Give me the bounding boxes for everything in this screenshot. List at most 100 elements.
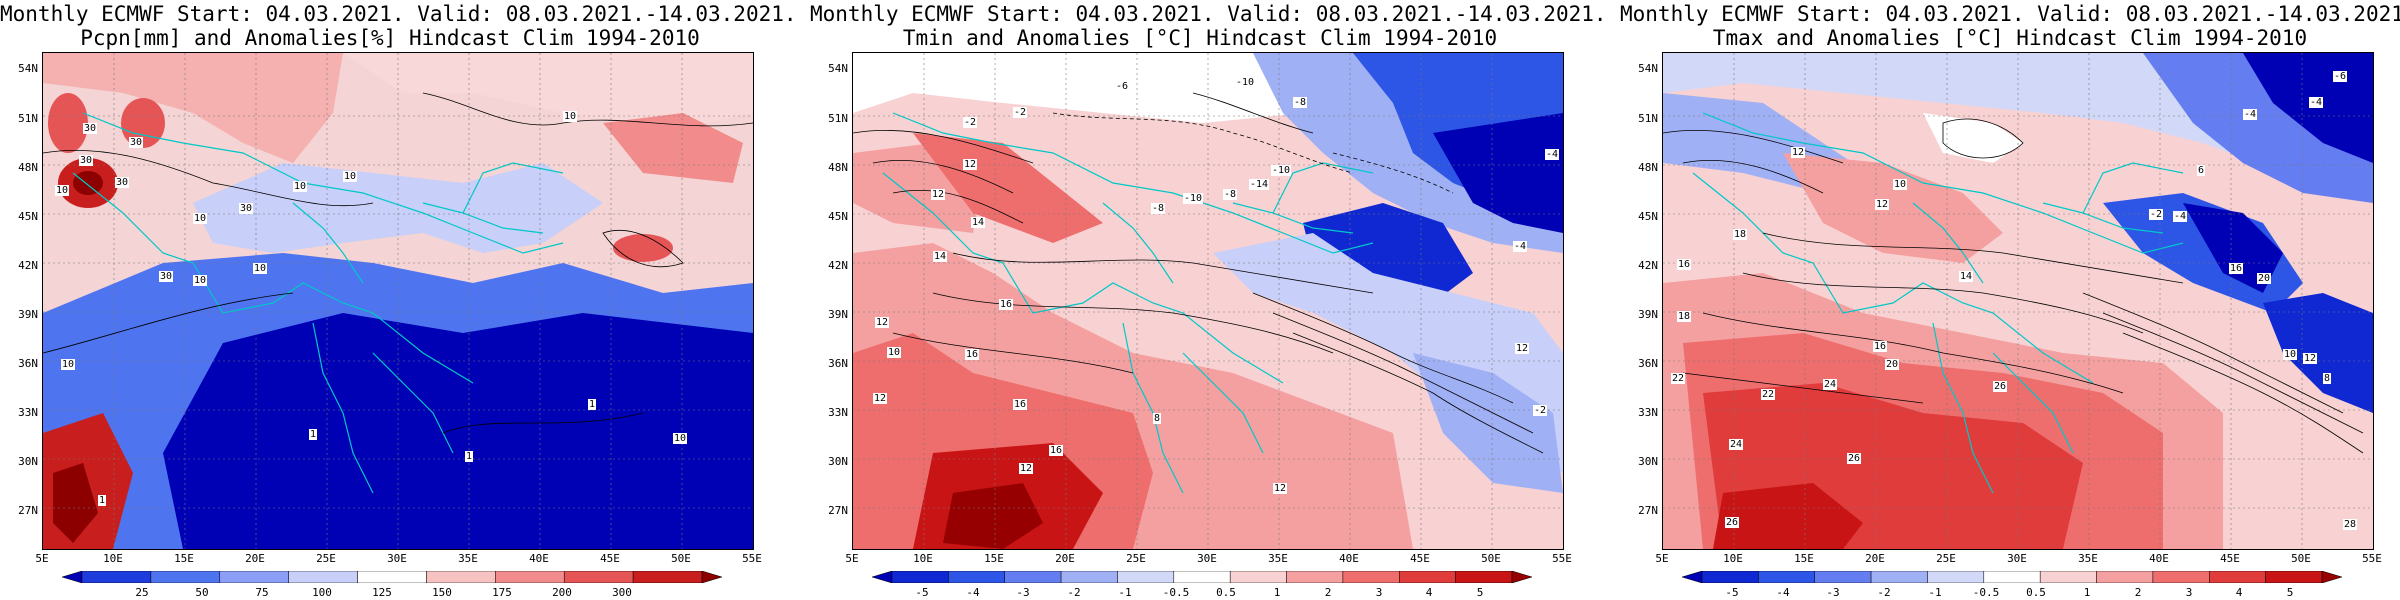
lon-label: 5E bbox=[35, 552, 49, 565]
contour-label: -14 bbox=[1249, 179, 1270, 190]
contour-label: 10 bbox=[1893, 179, 1908, 190]
colorbar-swatch bbox=[1117, 571, 1175, 583]
lat-label: 39N bbox=[828, 308, 848, 321]
colorbar-swatch bbox=[1004, 571, 1062, 583]
colorbar-tick: 4 bbox=[1425, 586, 1433, 599]
lon-label: 35E bbox=[2078, 552, 2098, 565]
contour-label: 10 bbox=[563, 111, 578, 122]
colorbar-swatch bbox=[2209, 571, 2266, 583]
contour-label: -10 bbox=[1235, 77, 1256, 88]
contour-label: 30 bbox=[239, 203, 254, 214]
contour-label: 1 bbox=[588, 399, 597, 410]
colorbar-tick: -5 bbox=[1725, 586, 1739, 599]
contour-label: 10 bbox=[61, 359, 76, 370]
colorbar-tick: 3 bbox=[2185, 586, 2193, 599]
contour-label: -2 bbox=[1013, 107, 1028, 118]
colorbar-swatch bbox=[872, 571, 893, 583]
colorbar-swatch bbox=[426, 571, 496, 583]
colorbar-swatch bbox=[632, 571, 703, 583]
contour-label: 10 bbox=[673, 433, 688, 444]
colorbar-tick: -0.5 bbox=[1972, 586, 2000, 599]
contour-label: -10 bbox=[1183, 193, 1204, 204]
map-area: 30 30 30 10 10 10 30 30 10 10 10 10 1 1 … bbox=[42, 52, 754, 550]
contour-label: -4 bbox=[1513, 241, 1528, 252]
contour-label: 10 bbox=[343, 171, 358, 182]
lat-label: 48N bbox=[18, 161, 38, 174]
panel-title-line1: Monthly ECMWF Start: 04.03.2021. Valid: … bbox=[0, 2, 797, 26]
lat-label: 42N bbox=[18, 259, 38, 272]
contour-label: -10 bbox=[1271, 165, 1292, 176]
colorbar-swatch bbox=[1701, 571, 1759, 583]
contour-label: 12 bbox=[1273, 483, 1288, 494]
precipitation-anomaly-field bbox=[43, 53, 753, 549]
contour-label: -2 bbox=[1533, 405, 1548, 416]
panel-title-line1: Monthly ECMWF Start: 04.03.2021. Valid: … bbox=[810, 2, 1607, 26]
contour-label: 18 bbox=[1733, 229, 1748, 240]
colorbar-swatch bbox=[150, 571, 221, 583]
colorbar-swatch bbox=[1927, 571, 1985, 583]
lon-label: 5E bbox=[1655, 552, 1669, 565]
contour-label: 30 bbox=[159, 271, 174, 282]
colorbar-tick: 125 bbox=[372, 586, 392, 599]
precipitation-colorbar bbox=[62, 571, 722, 583]
lat-label: 27N bbox=[1638, 504, 1658, 517]
colorbar-swatch bbox=[1060, 571, 1118, 583]
lat-label: 45N bbox=[18, 210, 38, 223]
contour-label: 16 bbox=[1013, 399, 1028, 410]
contour-label: 12 bbox=[2303, 353, 2318, 364]
lat-label: 27N bbox=[828, 504, 848, 517]
contour-label: 30 bbox=[79, 155, 94, 166]
contour-label: 12 bbox=[1791, 147, 1806, 158]
lat-label: 42N bbox=[1638, 259, 1658, 272]
contour-label: 12 bbox=[873, 393, 888, 404]
contour-label: 10 bbox=[253, 263, 268, 274]
colorbar-tick: 0.5 bbox=[2026, 586, 2046, 599]
lat-label: 51N bbox=[1638, 112, 1658, 125]
lat-label: 36N bbox=[828, 357, 848, 370]
contour-label: 16 bbox=[965, 349, 980, 360]
contour-label: -8 bbox=[1293, 97, 1308, 108]
contour-label: 8 bbox=[2323, 373, 2332, 384]
colorbar-tick: -0.5 bbox=[1162, 586, 1190, 599]
colorbar-tick: -4 bbox=[1776, 586, 1790, 599]
contour-label: 16 bbox=[2229, 263, 2244, 274]
colorbar-swatch bbox=[891, 571, 949, 583]
colorbar-swatch bbox=[1511, 571, 1532, 583]
contour-label: 20 bbox=[1885, 359, 1900, 370]
colorbar-tick: -4 bbox=[966, 586, 980, 599]
panel-title-line2: Tmax and Anomalies [°C] Hindcast Clim 19… bbox=[1712, 26, 2308, 50]
colorbar-swatch bbox=[2152, 571, 2210, 583]
contour-label: -8 bbox=[1223, 189, 1238, 200]
contour-label: -4 bbox=[2309, 97, 2324, 108]
contour-label: 12 bbox=[875, 317, 890, 328]
colorbar-swatch bbox=[1173, 571, 1231, 583]
lon-label: 45E bbox=[2220, 552, 2240, 565]
colorbar-swatch bbox=[81, 571, 152, 583]
colorbar-tick: 100 bbox=[312, 586, 332, 599]
lat-label: 33N bbox=[828, 406, 848, 419]
colorbar-tick: 75 bbox=[255, 586, 269, 599]
contour-label: 14 bbox=[1959, 271, 1974, 282]
lon-label: 40E bbox=[2149, 552, 2169, 565]
colorbar-tick: -1 bbox=[1118, 586, 1132, 599]
contour-label: -2 bbox=[963, 117, 978, 128]
lon-label: 10E bbox=[1723, 552, 1743, 565]
contour-label: -6 bbox=[1115, 81, 1130, 92]
lat-label: 33N bbox=[18, 406, 38, 419]
colorbar-tick: 25 bbox=[135, 586, 149, 599]
tmin-anomaly-field bbox=[853, 53, 1563, 549]
lon-label: 35E bbox=[1268, 552, 1288, 565]
contour-label: -4 bbox=[2243, 109, 2258, 120]
colorbar-swatch bbox=[701, 571, 722, 583]
lat-label: 45N bbox=[1638, 210, 1658, 223]
lon-label: 35E bbox=[458, 552, 478, 565]
contour-label: 1 bbox=[309, 429, 318, 440]
lat-label: 33N bbox=[1638, 406, 1658, 419]
contour-label: 26 bbox=[1847, 453, 1862, 464]
colorbar-swatch bbox=[1455, 571, 1513, 583]
lat-label: 30N bbox=[828, 455, 848, 468]
contour-label: 22 bbox=[1761, 389, 1776, 400]
contour-label: -4 bbox=[2173, 211, 2188, 222]
contour-label: 12 bbox=[931, 189, 946, 200]
lon-label: 55E bbox=[1552, 552, 1572, 565]
